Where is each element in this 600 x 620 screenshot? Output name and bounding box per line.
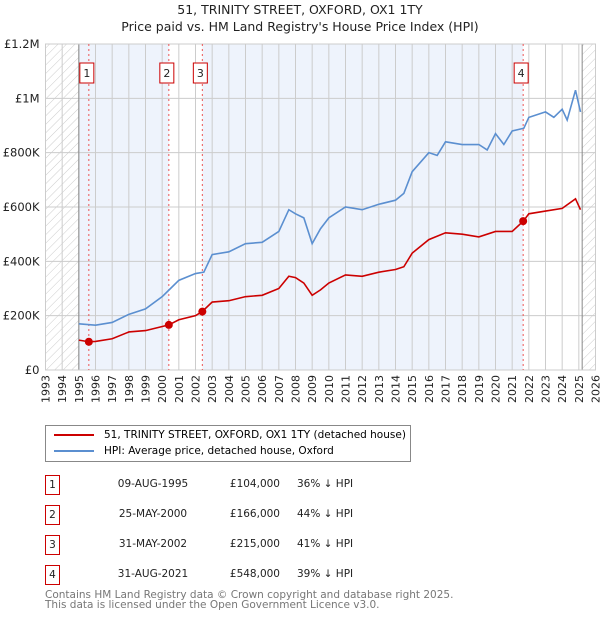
sale-label-number: 3 [197,67,204,80]
sale-row: 4 31-AUG-2021 £548,000 39% ↓ HPI [45,565,445,585]
sale-number: 4 [45,565,60,585]
sale-number: 3 [45,535,60,555]
x-tick-label: 1993 [40,375,53,403]
x-tick-label: 1996 [90,375,103,403]
x-tick-label: 2012 [356,375,369,403]
footer-copyright: Contains HM Land Registry data © Crown c… [45,589,454,601]
sale-price: £166,000 [229,508,280,520]
x-tick-label: 2019 [473,375,486,403]
x-tick-label: 2007 [273,375,286,403]
sale-price: £104,000 [229,478,280,490]
x-tick-label: 1995 [73,375,86,403]
sale-date: 09-AUG-1995 [117,478,189,490]
x-tick-label: 2013 [373,375,386,403]
sale-row: 3 31-MAY-2002 £215,000 41% ↓ HPI [45,535,445,555]
x-tick-label: 1994 [56,375,69,403]
x-tick-label: 2005 [240,375,253,403]
x-tick-label: 2002 [190,375,203,403]
x-tick-label: 2009 [306,375,319,403]
x-tick-label: 2014 [390,375,403,403]
sale-label-box [513,62,529,84]
x-tick-label: 2004 [223,375,236,403]
sale-date: 25-MAY-2000 [118,508,188,520]
x-tick-label: 1997 [106,375,119,403]
price-chart: 1993 1994 1995 1996 1997 1998 1999 2000 2001 2002… [3,37,600,403]
chart-subtitle: Price paid vs. HM Land Registry's House … [121,19,479,34]
x-tick-label: 2016 [423,375,436,403]
sale-point [198,307,207,316]
sale-label-box [79,62,95,84]
sale-row: 2 25-MAY-2000 £166,000 44% ↓ HPI [45,505,445,525]
y-tick-label: £1M [15,91,40,105]
x-tick-label: 2003 [206,375,219,403]
sale-number: 1 [45,475,60,495]
x-tick-label: 2022 [523,375,536,403]
sale-hpi-diff: 36% ↓ HPI [297,478,354,490]
x-tick-label: 2001 [173,375,186,403]
x-tick-label: 2018 [456,375,469,403]
hpi-line [78,89,582,326]
sale-hpi-diff: 41% ↓ HPI [297,538,354,550]
sale-date: 31-MAY-2002 [118,538,188,550]
x-tick-label: 2024 [556,375,569,403]
y-tick-label: £0 [25,363,40,377]
sale-hpi-diff: 39% ↓ HPI [297,568,354,580]
x-tick-label: 2011 [340,375,353,403]
footer-licence: This data is licensed under the Open Gov… [45,599,380,611]
legend-hpi-swatch [54,450,94,452]
sale-label-number: 2 [163,67,170,80]
x-tick-label: 2025 [573,375,586,403]
sale-label-number: 4 [518,67,525,80]
x-tick-label: 2015 [406,375,419,403]
sale-hpi-diff: 44% ↓ HPI [297,508,354,520]
x-tick-label: 1999 [140,375,153,403]
sale-label-box [192,62,208,84]
y-tick-label: £400K [3,254,40,268]
y-tick-label: £600K [3,200,40,214]
x-tick-label: 2017 [440,375,453,403]
x-tick-label: 2000 [156,375,169,403]
sale-point [519,217,528,226]
y-tick-label: £200K [3,309,40,323]
sale-point [84,337,93,346]
x-tick-label: 1998 [123,375,136,403]
plot-border [45,43,596,371]
sale-price: £215,000 [229,538,280,550]
sale-row: 1 09-AUG-1995 £104,000 36% ↓ HPI [45,475,445,495]
legend-property-swatch [54,434,94,436]
x-tick-label: 2006 [256,375,269,403]
x-tick-label: 2020 [490,375,503,403]
sale-date: 31-AUG-2021 [117,568,189,580]
sale-label-number: 1 [83,67,90,80]
x-tick-label: 2010 [323,375,336,403]
legend-hpi-label: HPI: Average price, detached house, Oxfo… [104,445,334,457]
x-tick-label: 2026 [590,375,600,403]
legend-property-label: 51, TRINITY STREET, OXFORD, OX1 1TY (det… [104,429,406,441]
x-tick-label: 2008 [290,375,303,403]
y-tick-label: £1.2M [4,37,40,51]
sale-point [164,320,173,329]
y-tick-label: £800K [3,146,40,160]
chart-title: 51, TRINITY STREET, OXFORD, OX1 1TY [177,2,423,17]
sale-label-box [159,62,175,84]
sale-number: 2 [45,505,60,525]
x-tick-label: 2023 [540,375,553,403]
x-tick-label: 2021 [506,375,519,403]
sale-price: £548,000 [229,568,280,580]
legend: 51, TRINITY STREET, OXFORD, OX1 1TY (det… [45,425,411,462]
